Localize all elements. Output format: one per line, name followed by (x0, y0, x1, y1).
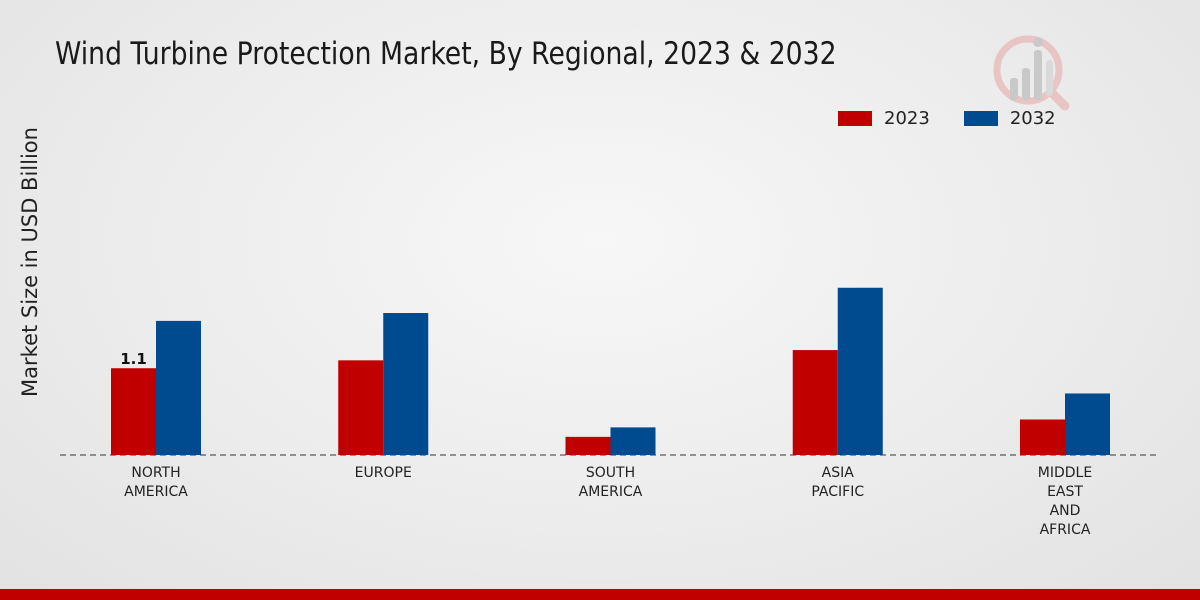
legend-item-2032: 2032 (963, 108, 1056, 129)
bar-2023-3 (792, 350, 838, 455)
x-tick-label: SOUTH AMERICA (579, 465, 643, 500)
bar-2023-0 (111, 368, 156, 455)
x-tick-label: NORTH AMERICA (124, 465, 188, 500)
bar-2023-2 (565, 436, 611, 455)
bar-2032-0 (156, 320, 201, 455)
legend-swatch-2023 (838, 111, 872, 126)
x-tick-label: MIDDLE EAST AND AFRICA (1038, 465, 1092, 538)
footer-bar (0, 589, 1200, 600)
legend: 2023 2032 (838, 108, 1090, 129)
legend-label-2023: 2023 (884, 108, 930, 129)
legend-item-2023: 2023 (838, 108, 930, 129)
bar-2032-4 (1065, 393, 1110, 455)
bar-2023-4 (1020, 419, 1065, 455)
bar-2032-1 (383, 313, 429, 455)
legend-swatch-2032 (963, 111, 998, 126)
chart-title: Wind Turbine Protection Market, By Regio… (55, 36, 837, 72)
data-label: 1.1 (120, 350, 147, 368)
bar-2032-2 (610, 427, 656, 455)
bar-2032-3 (837, 287, 883, 455)
x-tick-label: EUROPE (355, 465, 412, 481)
x-tick-label: ASIA PACIFIC (811, 465, 864, 500)
legend-label-2032: 2032 (1009, 108, 1056, 129)
bar-2023-1 (338, 360, 384, 455)
brand-logo-icon (993, 35, 1070, 111)
